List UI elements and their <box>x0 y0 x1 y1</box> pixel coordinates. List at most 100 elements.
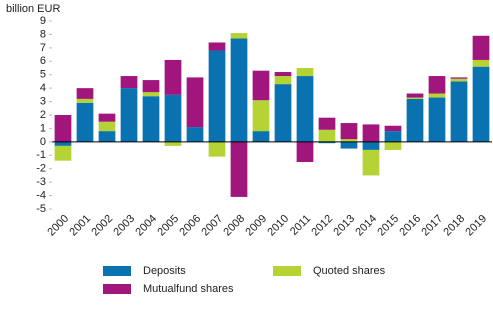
bar-segment <box>252 131 270 142</box>
bar-segment <box>406 93 424 98</box>
y-tick-label: 8 <box>40 28 46 40</box>
bar-segment <box>230 38 248 142</box>
bar-segment <box>98 131 116 142</box>
bar-segment <box>296 76 314 142</box>
bar-segment <box>54 145 72 161</box>
bar-segment <box>274 84 292 142</box>
y-tick-label: 2 <box>40 109 46 121</box>
x-tick-label: 2018 <box>441 213 467 239</box>
bar-segment <box>472 35 490 60</box>
x-tick-label: 2007 <box>199 213 225 239</box>
x-tick-label: 2001 <box>67 213 93 239</box>
legend-label: Mutualfund shares <box>143 283 234 295</box>
bar-segment <box>164 94 182 142</box>
y-tick-label: 7 <box>40 42 46 54</box>
x-tick-label: 2000 <box>45 213 71 239</box>
bar-segment <box>208 42 226 51</box>
bar-segment <box>450 77 468 79</box>
bar-segment <box>406 97 424 99</box>
bar-segment <box>340 141 358 149</box>
bar-segment <box>142 80 160 93</box>
bar-segment <box>384 125 402 132</box>
x-tick-label: 2013 <box>331 213 357 239</box>
bar-segment <box>98 113 116 122</box>
bar-segment <box>362 141 380 150</box>
x-tick-label: 2012 <box>309 213 335 239</box>
x-tick-label: 2015 <box>375 213 401 239</box>
bar-segment <box>362 149 380 176</box>
bar-segment <box>120 76 138 89</box>
bar-segment <box>472 66 490 142</box>
x-tick-label: 2017 <box>419 213 445 239</box>
bar-segment <box>274 72 292 77</box>
bar-segment <box>428 97 446 142</box>
bar-segment <box>318 129 336 142</box>
x-tick-label: 2005 <box>155 213 181 239</box>
x-tick-label: 2006 <box>177 213 203 239</box>
bar-segment <box>142 96 160 142</box>
bar-segment <box>296 68 314 77</box>
y-tick-label: -3 <box>36 176 46 188</box>
bar-segment <box>142 92 160 97</box>
bar-segment <box>186 77 204 128</box>
bar-segment <box>428 93 446 98</box>
y-tick-label: 9 <box>40 15 46 27</box>
x-tick-label: 2003 <box>111 213 137 239</box>
x-tick-label: 2004 <box>133 213 159 239</box>
bar-segment <box>450 78 468 82</box>
bar-segment <box>208 50 226 142</box>
bar-segment <box>406 98 424 142</box>
bar-segment <box>230 33 248 39</box>
y-tick-label: -2 <box>36 163 46 175</box>
x-tick-label: 2014 <box>353 213 379 239</box>
legend-label: Quoted shares <box>313 265 386 277</box>
y-tick-label: -4 <box>36 189 46 201</box>
y-tick-label: 4 <box>40 82 46 94</box>
y-tick-label: -1 <box>36 149 46 161</box>
bar-segment <box>428 76 446 94</box>
x-tick-label: 2009 <box>243 213 269 239</box>
bar-segment <box>76 88 94 99</box>
bar-segment <box>54 141 72 146</box>
y-tick-label: 6 <box>40 55 46 67</box>
bar-segment <box>340 139 358 142</box>
bar-segment <box>164 141 182 146</box>
bar-segment <box>362 124 380 142</box>
bar-segment <box>76 98 94 103</box>
x-tick-label: 2016 <box>397 213 423 239</box>
x-tick-label: 2010 <box>265 213 291 239</box>
legend-swatch <box>103 266 131 276</box>
bar-segment <box>472 59 490 67</box>
bar-segment <box>98 121 116 132</box>
x-tick-label: 2008 <box>221 213 247 239</box>
bar-segment <box>252 100 270 132</box>
legend-swatch <box>103 284 131 294</box>
x-tick-label: 2002 <box>89 213 115 239</box>
bar-segment <box>54 115 72 142</box>
bar-segment <box>450 81 468 142</box>
y-tick-label: 5 <box>40 69 46 81</box>
y-tick-label: -5 <box>36 203 46 215</box>
bar-segment <box>384 141 402 150</box>
y-tick-label: 3 <box>40 95 46 107</box>
bar-segment <box>340 123 358 140</box>
x-tick-label: 2019 <box>463 213 489 239</box>
bar-segment <box>76 102 94 142</box>
legend-label: Deposits <box>143 265 186 277</box>
bar-segment <box>252 70 270 101</box>
bar-segment <box>230 141 248 197</box>
bar-segment <box>274 76 292 85</box>
bar-segment <box>120 88 138 142</box>
bar-segment <box>186 127 204 142</box>
y-axis-label: billion EUR <box>6 3 60 15</box>
y-tick-label: 1 <box>40 122 46 134</box>
bar-segment <box>164 59 182 95</box>
x-tick-label: 2011 <box>288 213 313 238</box>
bar-segment <box>384 131 402 142</box>
bar-segment <box>318 117 336 130</box>
bar-segment <box>318 141 336 144</box>
bar-segment <box>296 141 314 162</box>
y-tick-label: 0 <box>40 136 46 148</box>
bar-segment <box>208 141 226 157</box>
